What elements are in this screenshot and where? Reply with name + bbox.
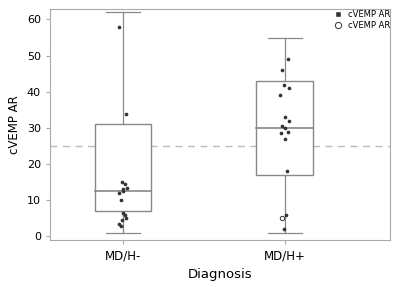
Point bbox=[122, 111, 129, 116]
Point bbox=[120, 211, 126, 215]
Point bbox=[277, 93, 283, 98]
Point bbox=[285, 57, 292, 62]
Point bbox=[282, 115, 289, 119]
Point bbox=[281, 82, 287, 87]
Point bbox=[282, 126, 288, 130]
Point bbox=[117, 198, 124, 203]
Point bbox=[282, 136, 288, 141]
Point bbox=[278, 216, 285, 221]
Point bbox=[120, 187, 126, 192]
Legend: cVEMP AR, cVEMP AR: cVEMP AR, cVEMP AR bbox=[328, 8, 392, 32]
Point bbox=[285, 129, 292, 134]
Point bbox=[118, 223, 124, 228]
Y-axis label: cVEMP AR: cVEMP AR bbox=[8, 95, 21, 154]
X-axis label: Diagnosis: Diagnosis bbox=[188, 268, 252, 281]
Point bbox=[286, 118, 292, 123]
Point bbox=[279, 124, 285, 129]
Point bbox=[119, 180, 126, 185]
Point bbox=[115, 221, 122, 226]
Point bbox=[116, 24, 122, 29]
Bar bbox=[94, 124, 151, 211]
Point bbox=[278, 68, 285, 73]
Point bbox=[281, 227, 288, 231]
Point bbox=[284, 169, 290, 174]
Bar bbox=[256, 81, 313, 175]
Point bbox=[121, 212, 128, 217]
Point bbox=[283, 212, 289, 217]
Point bbox=[122, 182, 128, 186]
Point bbox=[278, 131, 284, 136]
Point bbox=[116, 191, 122, 195]
Point bbox=[286, 86, 292, 90]
Point bbox=[122, 216, 129, 221]
Point bbox=[124, 185, 131, 190]
Point bbox=[120, 189, 126, 194]
Point bbox=[118, 218, 125, 223]
